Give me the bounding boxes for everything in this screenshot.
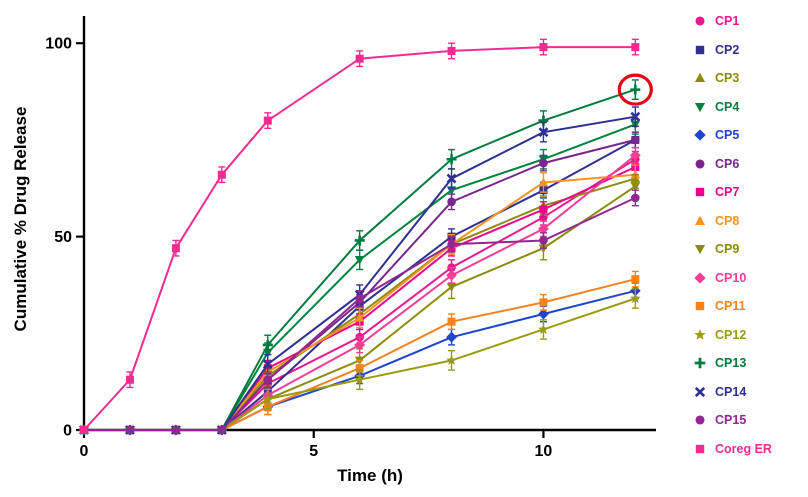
x-axis-label: Time (h) bbox=[337, 466, 403, 485]
legend-item-cp11: CP11 bbox=[692, 297, 804, 315]
legend-marker-icon bbox=[695, 301, 705, 311]
legend-marker-icon bbox=[694, 357, 706, 369]
legend-item-cp6: CP6 bbox=[692, 155, 804, 173]
svg-text:0: 0 bbox=[63, 423, 72, 440]
legend-label: CP12 bbox=[715, 327, 747, 342]
legend-item-cp10: CP10 bbox=[692, 269, 804, 287]
legend-label: CP15 bbox=[715, 413, 747, 427]
svg-text:5: 5 bbox=[309, 443, 318, 460]
legend-marker-icon bbox=[695, 415, 705, 425]
legend-item-cp15: CP15 bbox=[692, 411, 804, 429]
legend-marker-icon bbox=[694, 215, 706, 225]
legend-item-coreg-er: Coreg ER bbox=[692, 440, 804, 458]
highlight-circle-annotation bbox=[617, 73, 653, 106]
legend-marker-icon bbox=[694, 271, 706, 284]
legend-label: CP4 bbox=[715, 99, 740, 114]
legend-marker-icon bbox=[695, 187, 705, 197]
legend-item-cp2: CP2 bbox=[692, 41, 804, 59]
legend-item-cp12: CP12 bbox=[692, 326, 804, 344]
legend-item-cp3: CP3 bbox=[692, 69, 804, 87]
legend-marker-icon bbox=[694, 129, 706, 141]
legend-label: CP10 bbox=[715, 270, 747, 285]
legend-label: CP11 bbox=[715, 299, 746, 313]
y-axis-label: Cumulative % Drug Release bbox=[11, 106, 30, 332]
legend-item-cp13: CP13 bbox=[692, 354, 804, 372]
legend-label: CP5 bbox=[715, 128, 740, 142]
legend-item-cp9: CP9 bbox=[692, 240, 804, 258]
legend-label: CP3 bbox=[715, 71, 740, 85]
svg-text:50: 50 bbox=[54, 229, 72, 246]
legend-label: CP6 bbox=[715, 156, 740, 171]
legend-marker-icon bbox=[694, 102, 706, 112]
svg-text:100: 100 bbox=[45, 36, 72, 53]
legend-item-cp4: CP4 bbox=[692, 98, 804, 116]
svg-text:0: 0 bbox=[80, 443, 89, 460]
legend-label: CP9 bbox=[715, 242, 740, 256]
legend-label: CP14 bbox=[715, 384, 747, 399]
svg-text:10: 10 bbox=[535, 443, 553, 460]
legend-marker-icon bbox=[694, 328, 706, 340]
legend-item-cp5: CP5 bbox=[692, 126, 804, 144]
legend-marker-icon bbox=[694, 72, 706, 82]
legend-marker-icon bbox=[695, 158, 705, 169]
legend-marker-icon bbox=[694, 386, 706, 397]
legend-marker-icon bbox=[695, 16, 705, 26]
legend-label: Coreg ER bbox=[715, 441, 772, 456]
legend-label: CP8 bbox=[715, 213, 740, 228]
chart-legend: CP1 CP2 CP3 CP4 CP5 CP6 CP7 CP8 CP9 CP10 CP11 CP12 C… bbox=[692, 12, 804, 468]
legend-label: CP13 bbox=[715, 356, 747, 370]
legend-label: CP1 bbox=[715, 14, 740, 28]
legend-item-cp7: CP7 bbox=[692, 183, 804, 201]
legend-label: CP2 bbox=[715, 42, 740, 57]
drug-release-chart-canvas: 0 50 100 0 5 10 bbox=[45, 16, 656, 460]
legend-marker-icon bbox=[695, 45, 705, 54]
legend-label: CP7 bbox=[715, 185, 740, 199]
legend-item-cp14: CP14 bbox=[692, 383, 804, 401]
legend-item-cp8: CP8 bbox=[692, 212, 804, 230]
legend-item-cp1: CP1 bbox=[692, 12, 804, 30]
legend-marker-icon bbox=[695, 444, 705, 453]
legend-marker-icon bbox=[694, 245, 706, 255]
